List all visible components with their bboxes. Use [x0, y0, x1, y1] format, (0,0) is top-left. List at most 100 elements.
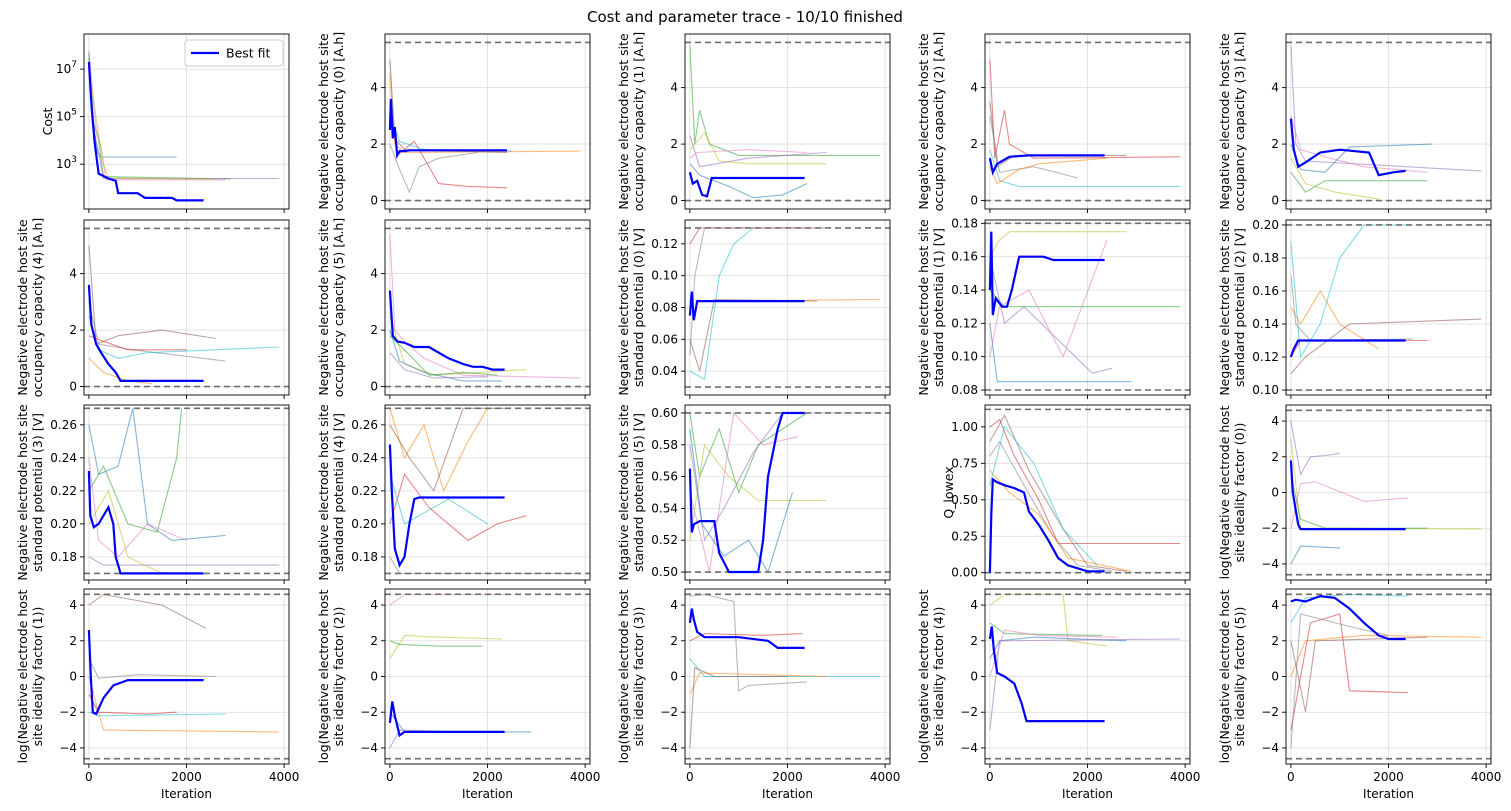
best-fit-line — [988, 477, 1105, 573]
subplot-15: −4 −2 0 2 4 log(Negative electrode hostsite i… — [1217, 404, 1492, 584]
trace-line — [1290, 318, 1482, 374]
y-tick-label: 0.18 — [951, 216, 978, 230]
y-tick-label: 0.08 — [951, 383, 978, 397]
legend-label-best-fit: Best fit — [226, 46, 271, 61]
y-tick-label: 0.18 — [50, 550, 77, 564]
trace-line — [1290, 115, 1428, 173]
y-tick-label: 4 — [1271, 414, 1279, 428]
y-tick-label: 0.24 — [50, 451, 77, 465]
trace-line — [689, 163, 808, 199]
y-tick-label: 0.60 — [651, 406, 678, 420]
best-fit-line — [87, 61, 204, 202]
trace-line — [689, 412, 808, 495]
trace-line — [1290, 45, 1482, 172]
subplot-10: 0.10 0.12 0.14 0.16 0.18 0.20 Negative electro… — [1217, 218, 1492, 399]
y-tick-label: 4 — [670, 598, 678, 612]
trace-line — [689, 149, 808, 159]
subplot-5: 0 2 4 Negative electrode host siteoccupancy… — [1217, 32, 1492, 213]
y-tick-label: 0.10 — [1252, 383, 1279, 397]
trace-line — [389, 329, 503, 382]
trace-line — [989, 629, 1117, 677]
y-axis-label: Negative electrode host siteoccupancy ca… — [1217, 32, 1247, 211]
y-tick-label: 0.20 — [1252, 218, 1279, 232]
best-fit-line — [1289, 339, 1406, 358]
best-fit-line — [388, 98, 507, 160]
x-axis-label: Iteration — [762, 787, 813, 801]
trace-line — [989, 440, 1112, 572]
y-tick-label: 0.20 — [351, 517, 378, 531]
trace-line — [88, 71, 216, 180]
y-tick-label: 2 — [670, 634, 678, 648]
y-tick-label: 0 — [1271, 486, 1279, 500]
trace-line — [989, 239, 1108, 359]
y-tick-label: −2 — [360, 705, 378, 719]
y-tick-label: 0.10 — [651, 269, 678, 283]
best-fit-line — [388, 444, 505, 568]
y-tick-label: 2 — [370, 634, 378, 648]
trace-line — [88, 57, 231, 180]
x-tick-label: 4000 — [870, 770, 901, 784]
subplot-6: 0 2 4 Negative electrode host siteoccupancy… — [15, 218, 290, 399]
trace-line — [88, 245, 216, 345]
y-axis-label: Negative electrode host sitestandard pot… — [616, 219, 646, 396]
y-tick-label: 4 — [670, 81, 678, 95]
y-tick-label: 0.08 — [651, 301, 678, 315]
y-tick-label: 103 — [56, 155, 77, 171]
figure-title: Cost and parameter trace - 10/10 finishe… — [587, 8, 903, 26]
trace-line — [989, 622, 1103, 636]
trace-line — [1290, 481, 1409, 529]
trace-line — [989, 418, 1181, 545]
trace-line — [1290, 171, 1428, 193]
y-tick-label: 0 — [1271, 194, 1279, 208]
y-tick-label: 2 — [370, 323, 378, 337]
trace-line — [689, 633, 803, 642]
trace-line — [88, 408, 226, 541]
x-tick-label: 2000 — [1072, 770, 1103, 784]
y-tick-label: 0.16 — [1252, 284, 1279, 298]
y-tick-label: 4 — [69, 267, 77, 281]
x-tick-label: 2000 — [772, 770, 803, 784]
y-axis-label: Negative electrode host siteoccupancy ca… — [316, 218, 346, 397]
y-tick-label: 2 — [69, 323, 77, 337]
subplot-8: 0.04 0.06 0.08 0.10 0.12 Negative electrode h… — [616, 219, 891, 399]
y-tick-label: 4 — [1271, 81, 1279, 95]
trace-line — [989, 59, 1181, 159]
y-tick-label: 2 — [1271, 450, 1279, 464]
y-axis-label: log(Negative electrode hostsite ideality… — [616, 590, 646, 764]
trace-line — [989, 593, 1108, 647]
trace-line — [88, 694, 177, 715]
x-axis-label: Iteration — [1062, 787, 1113, 801]
x-tick-label: 4000 — [269, 770, 300, 784]
x-tick-label: 0 — [386, 770, 394, 784]
subplot-9: 0.08 0.10 0.12 0.14 0.16 0.18 Negative electro… — [916, 216, 1191, 399]
y-tick-label: 0 — [970, 670, 978, 684]
subplot-11: 0.18 0.20 0.22 0.24 0.26 Negative electrode h… — [15, 404, 290, 584]
y-axis-label: Negative electrode host siteoccupancy ca… — [916, 32, 946, 211]
trace-line — [1290, 636, 1428, 713]
trace-line — [88, 301, 226, 362]
best-fit-line — [688, 172, 805, 198]
trace-line — [689, 411, 798, 573]
y-tick-label: 2 — [1271, 634, 1279, 648]
y-tick-label: −4 — [59, 741, 77, 755]
y-tick-label: −2 — [960, 705, 978, 719]
y-tick-label: 4 — [370, 267, 378, 281]
y-axis-label: Negative electrode host sitestandard pot… — [316, 404, 346, 581]
y-tick-label: 1.00 — [951, 420, 978, 434]
x-tick-label: 2000 — [1373, 770, 1404, 784]
trace-line — [389, 143, 478, 194]
y-tick-label: 0.26 — [50, 418, 77, 432]
y-tick-label: 0.75 — [951, 456, 978, 470]
trace-line — [389, 59, 508, 154]
y-axis-label: log(Negative electrode hostsite ideality… — [316, 590, 346, 764]
y-tick-label: 0 — [670, 194, 678, 208]
y-tick-label: 0.10 — [951, 350, 978, 364]
y-axis-label: Cost — [40, 108, 55, 136]
trace-line — [389, 640, 483, 647]
trace-line — [88, 357, 153, 385]
trace-line — [1290, 634, 1482, 677]
trace-line — [389, 73, 581, 154]
x-tick-label: 4000 — [1170, 770, 1201, 784]
trace-line — [989, 425, 1098, 566]
